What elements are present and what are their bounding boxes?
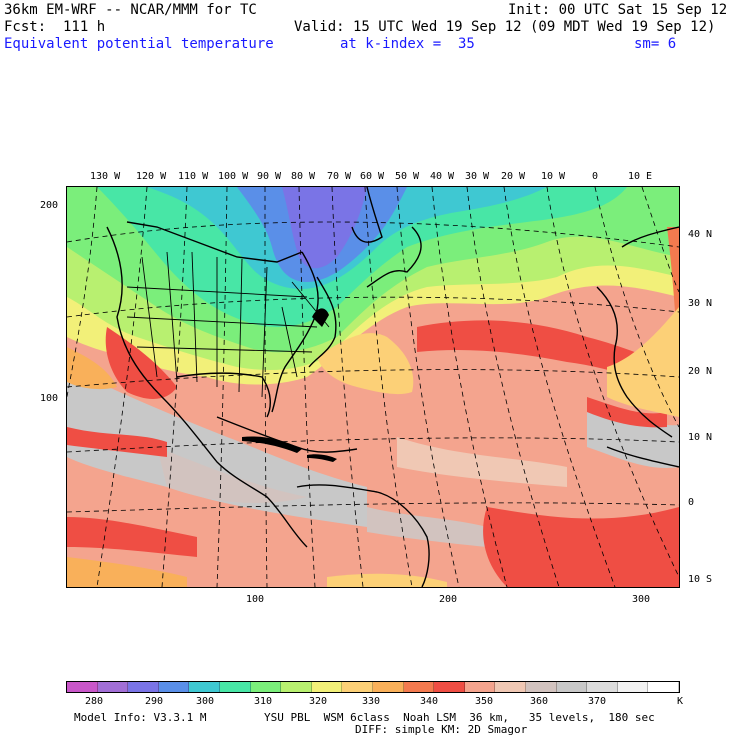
theta-e-map — [66, 186, 680, 588]
colorbar-label: 320 — [309, 696, 328, 707]
grid-label-bottom: 300 — [632, 594, 651, 605]
lat-label: 10 N — [688, 432, 713, 443]
mid-airmass — [607, 307, 679, 417]
lat-label: 30 N — [688, 298, 713, 309]
colorbar-label: 290 — [145, 696, 164, 707]
map-canvas — [67, 187, 679, 587]
tropical-band — [367, 507, 487, 547]
model-title: 36km EM-WRF -- NCAR/MMM for TC — [4, 2, 257, 18]
colorbar-swatch — [158, 682, 190, 692]
state-borders — [126, 251, 330, 398]
grid-label-left: 200 — [40, 200, 59, 211]
colorbar-label: 340 — [420, 696, 439, 707]
tropical-band — [397, 437, 567, 487]
colorbar-label: 370 — [588, 696, 607, 707]
colorbar-swatch — [648, 682, 679, 692]
graticule — [67, 187, 679, 587]
tropical-band — [157, 447, 307, 503]
lon-label: 30 W — [465, 171, 490, 182]
warm-band — [67, 557, 187, 587]
valid-time: Valid: 15 UTC Wed 19 Sep 12 (09 MDT Wed … — [294, 19, 716, 35]
lon-label: 70 W — [327, 171, 352, 182]
colorbar-swatch — [342, 682, 373, 692]
warm-band — [327, 573, 447, 587]
colorbar-label: 280 — [85, 696, 104, 707]
colorbar-label: 310 — [254, 696, 273, 707]
lon-label: 120 W — [136, 171, 167, 182]
lat-label: 0 — [688, 497, 695, 508]
colorbar-label: 360 — [530, 696, 549, 707]
colorbar-swatch — [281, 682, 312, 692]
colorbar — [67, 682, 679, 692]
lon-label: 100 W — [218, 171, 249, 182]
colorbar-swatch — [189, 682, 220, 692]
lon-label: 10 W — [541, 171, 566, 182]
lon-label: 50 W — [395, 171, 420, 182]
grid-label-left: 100 — [40, 393, 59, 404]
lon-label: 90 W — [257, 171, 282, 182]
colorbar-swatch — [403, 682, 435, 692]
lat-label: 20 N — [688, 366, 713, 377]
lon-label: 130 W — [90, 171, 121, 182]
physics-info: YSU PBL WSM 6class Noah LSM 36 km, 35 le… — [264, 711, 655, 724]
colorbar-swatch — [525, 682, 557, 692]
tropical-band — [587, 407, 679, 468]
field-name: Equivalent potential temperature — [4, 36, 274, 52]
colorbar-swatch — [67, 682, 98, 692]
colorbar-swatch — [434, 682, 465, 692]
colorbar-swatch — [556, 682, 588, 692]
islands — [242, 308, 337, 462]
colorbar-swatch — [219, 682, 251, 692]
warm-band — [67, 347, 117, 390]
grid-label-bottom: 200 — [439, 594, 458, 605]
diffusion-info: DIFF: simple KM: 2D Smagor — [355, 723, 528, 736]
colorbar-swatch — [587, 682, 618, 692]
colorbar-label: 300 — [196, 696, 215, 707]
colorbar-swatch — [311, 682, 343, 692]
coastlines — [106, 187, 679, 587]
colorbar-swatch — [97, 682, 129, 692]
lat-label: 40 N — [688, 229, 713, 240]
lon-label: 10 E — [628, 171, 653, 182]
colorbar-swatch — [250, 682, 282, 692]
lon-label: 60 W — [360, 171, 385, 182]
colorbar-swatch — [464, 682, 496, 692]
warm-band — [67, 427, 167, 457]
lon-label: 40 W — [430, 171, 455, 182]
colorbar-swatch — [372, 682, 404, 692]
colorbar-swatch — [495, 682, 526, 692]
mid-airmass — [317, 333, 414, 395]
lon-label: 110 W — [178, 171, 209, 182]
lat-label: 10 S — [688, 574, 713, 585]
colorbar-swatch — [617, 682, 649, 692]
model-info: Model Info: V3.3.1 M — [74, 711, 207, 724]
init-time: Init: 00 UTC Sat 15 Sep 12 — [508, 2, 728, 18]
grid-label-bottom: 100 — [246, 594, 265, 605]
smoothing-info: sm= 6 — [634, 36, 677, 52]
lon-label: 80 W — [291, 171, 316, 182]
forecast-hour: Fcst: 111 h — [4, 19, 106, 35]
warm-band — [105, 327, 177, 399]
warm-band — [667, 227, 679, 387]
warm-band — [483, 507, 679, 587]
colorbar-label: 330 — [362, 696, 381, 707]
lon-label: 20 W — [501, 171, 526, 182]
lon-label: 0 — [592, 171, 599, 182]
cold-airmass — [282, 187, 367, 269]
colorbar-swatch — [128, 682, 159, 692]
warm-band — [587, 397, 667, 428]
colorbar-label: 350 — [475, 696, 494, 707]
colorbar-frame — [66, 681, 680, 693]
tropical-band — [67, 367, 367, 527]
warm-band — [67, 517, 197, 557]
colorbar-unit: K — [677, 696, 684, 707]
level-info: at k-index = 35 — [340, 36, 475, 52]
